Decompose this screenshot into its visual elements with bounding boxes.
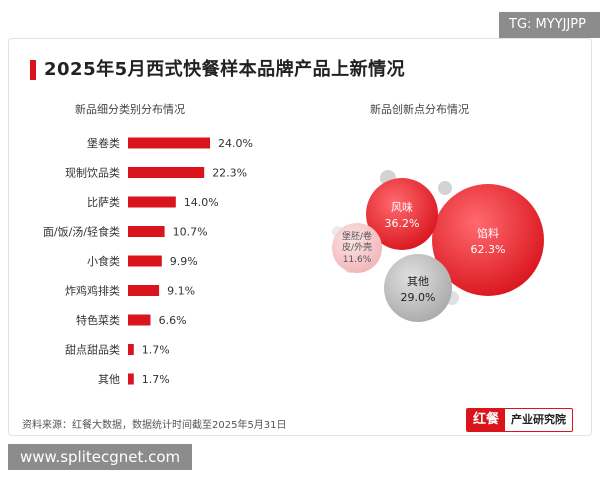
bar: [128, 255, 162, 267]
bubble-name-label: 风味: [391, 201, 413, 214]
bar-value-label: 24.0%: [218, 137, 253, 150]
bubble-name-label: 皮/外壳: [342, 241, 372, 253]
decor-bubble: [438, 181, 452, 195]
bar-category-label: 甜点甜品类: [65, 343, 120, 357]
bar: [128, 344, 134, 355]
bubble-value-label: 29.0%: [401, 291, 436, 304]
bar-category-label: 特色菜类: [76, 313, 120, 327]
bar-category-label: 面/饭/汤/轻食类: [43, 225, 120, 239]
bar-category-label: 其他: [98, 373, 120, 386]
bar-value-label: 1.7%: [142, 344, 170, 357]
logo-text: 产业研究院: [511, 413, 567, 426]
bar: [128, 196, 176, 208]
bar-category-label: 比萨类: [87, 195, 120, 209]
bubble: [332, 223, 382, 273]
bar: [128, 314, 151, 326]
bar-value-label: 9.9%: [170, 255, 198, 268]
bar-value-label: 10.7%: [173, 226, 208, 239]
bubble-chart: 馅料 62.3% 风味 36.2% 其他 29.0% 堡胚/卷皮/外壳 11.6%: [332, 178, 544, 322]
bar-value-label: 22.3%: [212, 167, 247, 180]
bubble-chart-title: 新品创新点分布情况: [370, 103, 469, 116]
bar: [128, 226, 165, 237]
brand-logo: 红餐 产业研究院: [466, 408, 574, 432]
url-watermark-badge: www.splitecgnet.com: [8, 444, 193, 470]
bar-category-label: 小食类: [87, 254, 120, 268]
bar-category-label: 堡卷类: [87, 136, 120, 150]
bar: [128, 373, 134, 385]
bar-value-label: 14.0%: [184, 196, 219, 209]
bubble-value-label: 11.6%: [343, 255, 372, 265]
page-title: 2025年5月西式快餐样本品牌产品上新情况: [44, 59, 406, 80]
bubble-name-label: 堡胚/卷: [342, 230, 372, 242]
bubble: [432, 184, 544, 296]
bubble: [366, 178, 438, 250]
bar: [128, 167, 205, 178]
bar-category-label: 现制饮品类: [65, 166, 120, 180]
logo-mark: 红餐: [467, 409, 506, 431]
bar-value-label: 6.6%: [159, 314, 187, 327]
bubble-name-label: 其他: [407, 275, 429, 288]
bar-category-label: 炸鸡鸡排类: [65, 284, 120, 298]
title-accent-bar: [30, 60, 36, 80]
bubble-name-label: 馅料: [477, 226, 499, 240]
source-note: 资料来源：红餐大数据，数据统计时间截至2025年5月31日: [22, 420, 287, 431]
tg-watermark-badge: TG: MYYJJPP: [499, 12, 600, 38]
bar-chart-title: 新品细分类别分布情况: [75, 103, 185, 116]
bar-chart: 堡卷类 24.0% 现制饮品类 22.3% 比萨类 14.0% 面/饭/汤/轻食类 10.7%…: [43, 136, 253, 386]
bubble-value-label: 36.2%: [385, 217, 420, 230]
bar-value-label: 9.1%: [167, 285, 195, 298]
bubble: [384, 254, 452, 322]
bar-value-label: 1.7%: [142, 373, 170, 386]
bubble-value-label: 62.3%: [471, 243, 506, 256]
bar: [128, 137, 210, 149]
bar: [128, 285, 160, 296]
